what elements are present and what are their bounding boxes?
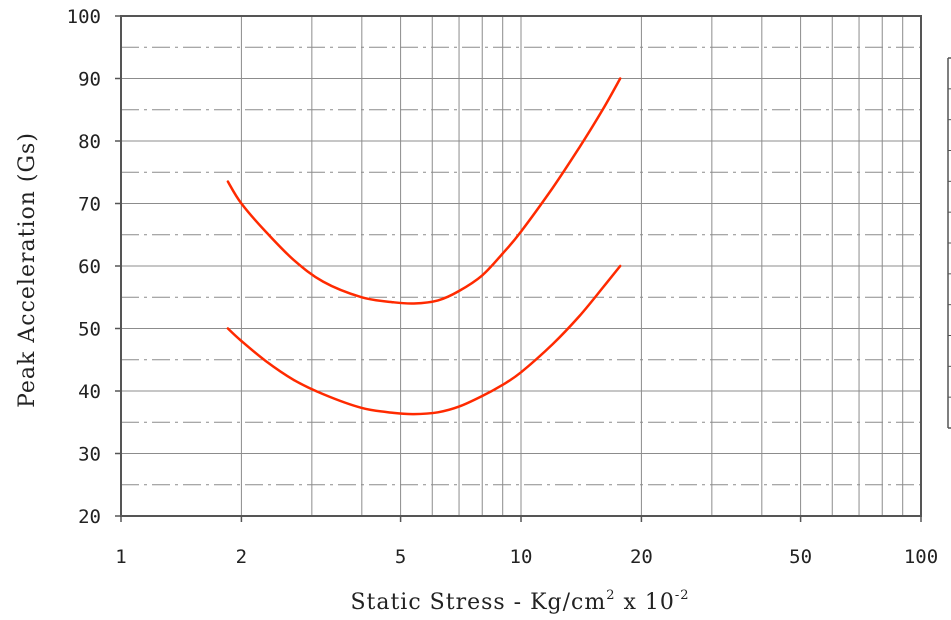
x-tick-label: 20 [630, 546, 653, 568]
x-tick-label: 5 [395, 546, 406, 568]
x-tick-label: 1 [115, 546, 126, 568]
x-tick-label: 2 [236, 546, 247, 568]
x-axis-label-sup1: 2 [606, 588, 615, 603]
axis-ticks: 1 2 5 10 20 50 100 20 30 40 50 60 70 80 90 100 [67, 6, 938, 568]
grid-lines [121, 16, 921, 516]
x-tick-label: 100 [904, 546, 938, 568]
series-lines [226, 77, 622, 416]
x-axis-label-main: Static Stress - Kg/cm [350, 590, 606, 615]
series-line-2 [226, 264, 622, 416]
x-axis-label-multiplier: x 10 [616, 590, 675, 615]
x-axis-label: Static Stress - Kg/cm2 x 10-2 [350, 588, 689, 615]
x-tick-label: 50 [789, 546, 812, 568]
series-line-1 [226, 77, 622, 305]
x-axis-label-sup2: -2 [675, 588, 690, 603]
y-tick-label: 80 [78, 131, 101, 153]
x-tick-label: 10 [510, 546, 533, 568]
y-tick-label: 70 [78, 194, 101, 216]
y-tick-label: 20 [78, 506, 101, 528]
y-tick-label: 100 [67, 6, 101, 28]
y-tick-label: 60 [78, 256, 101, 278]
y-axis-label: Peak Acceleration (Gs) [15, 132, 40, 408]
y-tick-label: 30 [78, 444, 101, 466]
y-tick-label: 90 [78, 69, 101, 91]
y-tick-label: 50 [78, 319, 101, 341]
y-tick-label: 40 [78, 381, 101, 403]
